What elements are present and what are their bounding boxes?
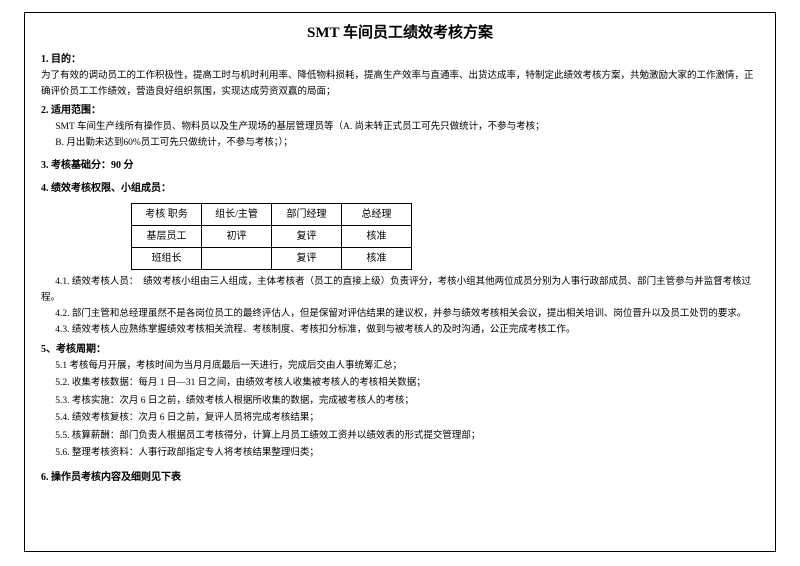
cell: 初评: [202, 226, 272, 248]
section-5-item: 5.1 考核每月开展，考核时间为当月月底最后一天进行，完成后交由人事统筹汇总；: [41, 358, 759, 376]
table-row: 班组长 复评 核准: [132, 248, 412, 270]
th-manager: 部门经理: [272, 204, 342, 226]
section-2-line1: SMT 车间生产线所有操作员、物料员以及生产现场的基层管理员等（A. 尚未转正式…: [41, 119, 759, 135]
th-lead: 组长/主管: [202, 204, 272, 226]
section-5-item: 5.6. 整理考核资料：人事行政部指定专人将考核结果整理归类；: [41, 445, 759, 463]
cell: 核准: [342, 226, 412, 248]
cell: [202, 248, 272, 270]
document-title: SMT 车间员工绩效考核方案: [41, 21, 759, 47]
cell: 班组长: [132, 248, 202, 270]
section-5-item: 5.2. 收集考核数据：每月 1 日—31 日之间，由绩效考核人收集被考核人的考…: [41, 375, 759, 393]
section-4-p2: 4.2. 部门主管和总经理虽然不是各岗位员工的最终评估人，但是保留对评估结果的建…: [41, 306, 759, 322]
th-gm: 总经理: [342, 204, 412, 226]
section-2-header: 2. 适用范围：: [41, 102, 759, 119]
section-5-item: 5.4. 绩效考核复核：次月 6 日之前，复评人员将完成考核结果；: [41, 410, 759, 428]
cell: 基层员工: [132, 226, 202, 248]
section-4-p1: 4.1. 绩效考核人员： 绩效考核小组由三人组成，主体考核者（员工的直接上级）负…: [41, 274, 759, 306]
assessment-table: 考核 职务 组长/主管 部门经理 总经理 基层员工 初评 复评 核准 班组长 复…: [131, 203, 412, 270]
section-5-header: 5、考核周期：: [41, 341, 759, 358]
section-4-p3: 4.3. 绩效考核人应熟练掌握绩效考核相关流程、考核制度、考核扣分标准，做到与被…: [41, 322, 759, 338]
section-1-header: 1. 目的：: [41, 51, 759, 68]
section-5-item: 5.3. 考核实施：次月 6 日之前，绩效考核人根据所收集的数据，完成被考核人的…: [41, 393, 759, 411]
table-header-row: 考核 职务 组长/主管 部门经理 总经理: [132, 204, 412, 226]
table-row: 基层员工 初评 复评 核准: [132, 226, 412, 248]
section-1-body: 为了有效的调动员工的工作积极性，提高工时与机时利用率、降低物料损耗，提高生产效率…: [41, 68, 759, 100]
cell: 核准: [342, 248, 412, 270]
th-role: 考核 职务: [132, 204, 202, 226]
cell: 复评: [272, 226, 342, 248]
section-6-header: 6. 操作员考核内容及细则见下表: [41, 469, 759, 486]
section-4-header: 4. 绩效考核权限、小组成员：: [41, 180, 759, 197]
section-5-item: 5.5. 核算薪酬：部门负责人根据员工考核得分，计算上月员工绩效工资并以绩效表的…: [41, 428, 759, 446]
section-2-line2: B. 月出勤未达到60%员工可先只做统计，不参与考核；）；: [41, 135, 759, 151]
cell: 复评: [272, 248, 342, 270]
section-3-header: 3. 考核基础分：90 分: [41, 157, 759, 174]
page-border: SMT 车间员工绩效考核方案 1. 目的： 为了有效的调动员工的工作积极性，提高…: [24, 12, 776, 552]
